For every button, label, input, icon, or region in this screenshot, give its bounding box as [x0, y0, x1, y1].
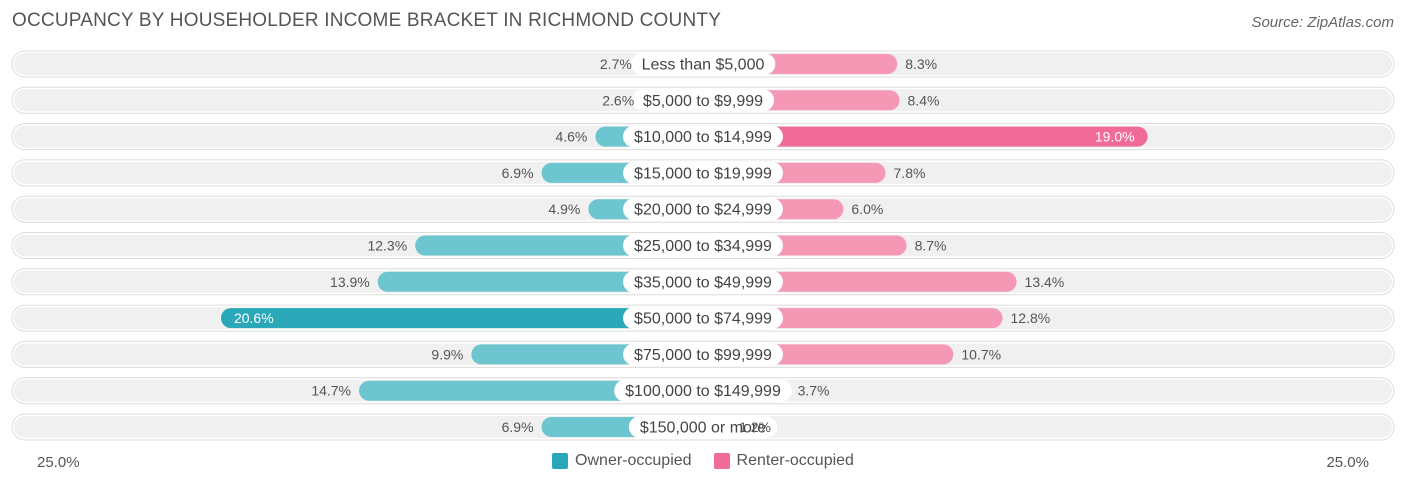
chart-svg: Less than $5,000 2.7% 8.3% $5,000 to $9,999…	[11, 50, 1395, 441]
category-label: $15,000 to $19,999	[634, 165, 772, 182]
category-label-bg	[631, 89, 775, 112]
category-label: $50,000 to $74,999	[634, 311, 772, 328]
category-label: $25,000 to $34,999	[634, 238, 772, 255]
legend-renter-swatch	[713, 453, 730, 469]
category-label-bg	[623, 343, 783, 366]
owner-bar	[220, 308, 703, 329]
legend-renter: Renter-occupied	[713, 452, 854, 470]
owner-value-label: 2.7%	[600, 56, 632, 72]
owner-value-label: 4.9%	[548, 201, 580, 217]
category-label: $10,000 to $14,999	[634, 129, 772, 146]
owner-value-label: 9.9%	[431, 346, 463, 362]
owner-bar	[377, 271, 703, 292]
owner-value-label: 2.6%	[602, 92, 634, 108]
category-label: $20,000 to $24,999	[634, 202, 772, 219]
chart-title: OCCUPANCY BY HOUSEHOLDER INCOME BRACKET …	[12, 10, 722, 31]
category-label-bg	[623, 198, 783, 221]
legend-owner-swatch	[552, 453, 569, 469]
category-label: $35,000 to $49,999	[634, 274, 772, 291]
owner-value-label: 12.3%	[367, 238, 407, 254]
legend-renter-label: Renter-occupied	[736, 452, 854, 469]
category-label-bg	[614, 379, 792, 402]
legend-owner: Owner-occupied	[552, 452, 692, 470]
renter-value-label: 10.7%	[961, 346, 1001, 362]
renter-value-label: 7.8%	[894, 165, 926, 181]
owner-value-label: 13.9%	[330, 274, 370, 290]
category-label: $100,000 to $149,999	[625, 383, 781, 400]
renter-value-label: 3.7%	[798, 383, 830, 399]
category-label: $5,000 to $9,999	[643, 93, 763, 110]
chart-source: Source: ZipAtlas.com	[1251, 14, 1394, 31]
category-label: $150,000 or more	[640, 420, 766, 437]
owner-value-label: 6.9%	[502, 165, 534, 181]
renter-bar	[703, 126, 1148, 147]
axis-max-label: 25.0%	[1326, 454, 1369, 471]
renter-value-label: 12.8%	[1011, 310, 1051, 326]
category-label-bg	[628, 416, 778, 438]
category-label-bg	[623, 125, 783, 148]
owner-value-label: 14.7%	[311, 383, 351, 399]
owner-value-label: 20.6%	[234, 310, 274, 326]
owner-value-label: 4.6%	[555, 129, 587, 145]
axis-min-label: 25.0%	[37, 454, 80, 471]
category-label-bg	[623, 307, 783, 330]
renter-value-label: 19.0%	[1095, 129, 1135, 145]
category-label: $75,000 to $99,999	[634, 347, 772, 364]
renter-value-label: 13.4%	[1025, 274, 1065, 290]
renter-value-label: 6.0%	[851, 201, 883, 217]
category-label-bg	[623, 234, 783, 257]
legend-owner-label: Owner-occupied	[575, 452, 692, 469]
category-label-bg	[623, 161, 783, 184]
owner-value-label: 6.9%	[502, 419, 534, 435]
renter-value-label: 1.2%	[739, 419, 771, 435]
renter-value-label: 8.3%	[905, 56, 937, 72]
category-label-bg	[623, 270, 783, 293]
renter-value-label: 8.7%	[915, 238, 947, 254]
legend: Owner-occupied Renter-occupied	[0, 452, 1406, 470]
renter-value-label: 8.4%	[908, 92, 940, 108]
category-label: Less than $5,000	[642, 57, 765, 74]
category-label-bg	[630, 53, 776, 75]
